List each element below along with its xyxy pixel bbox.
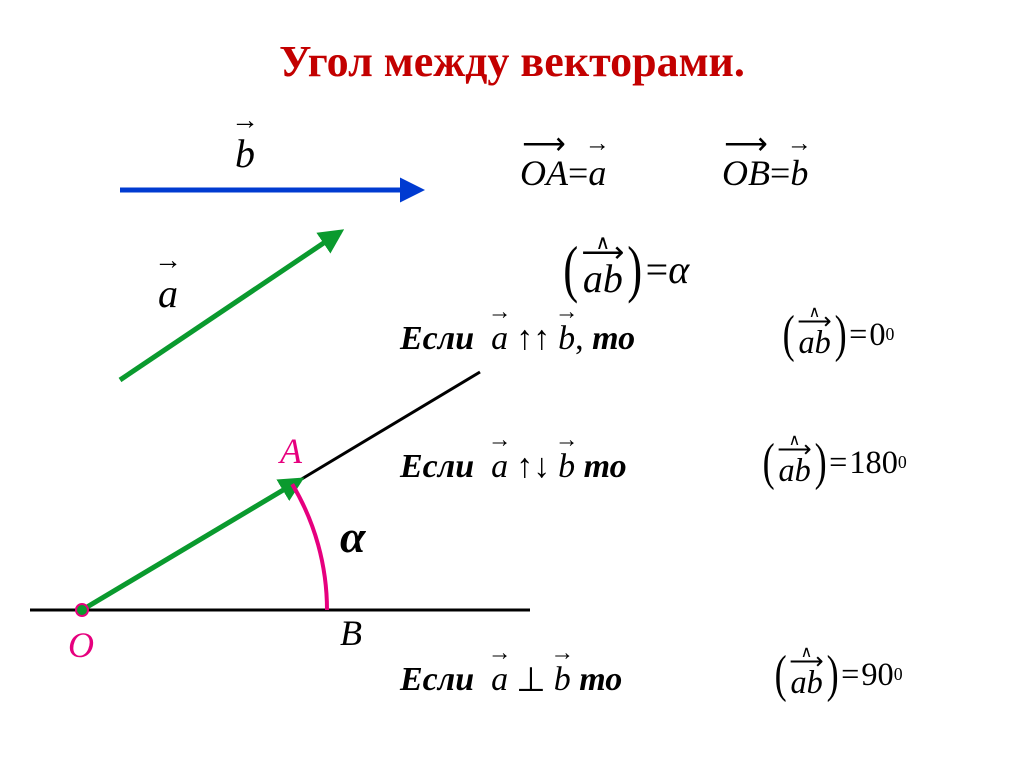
label-o: O	[68, 624, 94, 666]
vector-oa	[82, 480, 300, 610]
label-a-point: A	[280, 430, 302, 472]
angle-result: (∧⟶ab) =900	[772, 645, 903, 704]
label-vector-b: →b	[235, 130, 255, 177]
eq-oa: ⟶OA = →a	[520, 152, 606, 194]
eq-ab-alpha: (∧⟶ab) = α	[560, 232, 689, 306]
free-vector-a	[120, 232, 340, 380]
eq-ob: ⟶OB = →b	[722, 152, 808, 194]
label-alpha: α	[340, 510, 365, 563]
label-vector-a: →a	[158, 270, 178, 317]
eq-cond-2: Если →a↑↓→b то	[400, 448, 627, 486]
label-b-point: B	[340, 612, 362, 654]
eq-cond-3: Если →a⊥→b то	[400, 660, 622, 700]
eq-cond-1: Если →a↑↑→b, то	[400, 320, 635, 358]
angle-result: (∧⟶ab) =00	[780, 305, 894, 364]
angle-result: (∧⟶ab) =1800	[760, 433, 907, 492]
angle-arc	[292, 484, 327, 610]
stage: Угол между векторами. →b →a O A	[0, 0, 1024, 768]
